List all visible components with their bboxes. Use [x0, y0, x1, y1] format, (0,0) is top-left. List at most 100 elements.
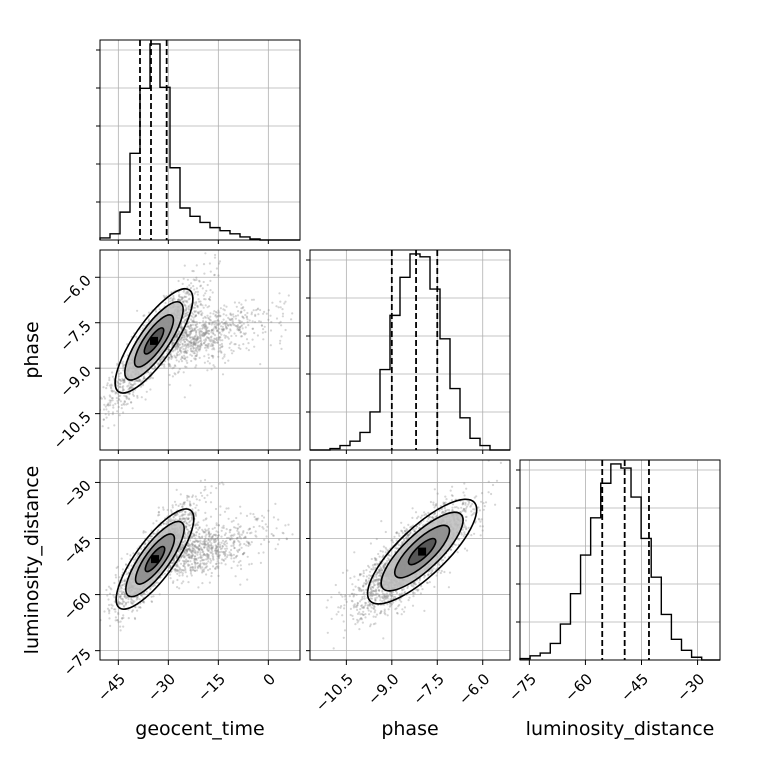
- sample-point: [123, 378, 126, 381]
- sample-point: [280, 324, 283, 327]
- sample-point: [260, 324, 263, 327]
- sample-point: [180, 555, 184, 558]
- sample-point: [202, 540, 205, 543]
- sample-point: [123, 394, 126, 397]
- sample-point: [242, 306, 245, 309]
- sample-point: [166, 520, 169, 523]
- sample-point: [302, 552, 304, 554]
- sample-point: [189, 549, 192, 552]
- sample-point: [257, 307, 260, 310]
- sample-point: [201, 327, 204, 330]
- sample-point: [209, 312, 212, 315]
- sample-point: [196, 344, 199, 347]
- histogram-luminosity_distance: [516, 459, 721, 661]
- sample-point: [186, 575, 189, 578]
- sample-point: [180, 326, 183, 330]
- sample-point: [167, 363, 170, 366]
- sample-point: [117, 397, 120, 400]
- sample-point: [240, 324, 244, 327]
- sample-point: [208, 305, 211, 308]
- sample-point: [259, 320, 262, 323]
- samples: [325, 460, 502, 650]
- sample-point: [206, 336, 210, 339]
- sample-point: [130, 602, 133, 605]
- sample-point: [203, 355, 206, 358]
- sample-point: [194, 511, 197, 514]
- sample-point: [216, 545, 219, 549]
- sample-point: [229, 534, 232, 538]
- sample-point: [191, 337, 195, 340]
- sample-point: [121, 597, 124, 601]
- sample-point: [198, 333, 201, 336]
- sample-point: [118, 398, 121, 401]
- sample-point: [120, 403, 123, 407]
- sample-point: [217, 355, 220, 358]
- sample-point: [196, 540, 199, 543]
- sample-point: [134, 382, 137, 385]
- sample-point: [202, 570, 205, 573]
- sample-point: [135, 335, 138, 338]
- sample-point: [240, 546, 243, 549]
- sample-point: [125, 573, 128, 576]
- sample-point: [190, 341, 193, 344]
- sample-point: [228, 553, 231, 557]
- sample-point: [238, 540, 241, 544]
- sample-point: [176, 354, 179, 357]
- sample-point: [199, 338, 202, 341]
- sample-point: [138, 598, 141, 601]
- sample-point: [221, 545, 224, 548]
- sample-point: [192, 547, 195, 550]
- sample-point: [199, 339, 202, 342]
- sample-point: [214, 253, 217, 257]
- sample-point: [150, 600, 153, 603]
- sample-point: [186, 532, 190, 536]
- sample-point: [202, 323, 205, 326]
- sample-point: [214, 547, 217, 550]
- sample-point: [257, 517, 260, 520]
- sample-point: [176, 513, 179, 516]
- sample-point: [207, 541, 210, 545]
- sample-point: [211, 348, 214, 351]
- sample-point: [204, 332, 207, 335]
- sample-point: [197, 535, 200, 538]
- sample-point: [196, 551, 199, 554]
- sample-point: [261, 526, 264, 529]
- sample-point: [206, 556, 209, 559]
- sample-point: [116, 362, 119, 365]
- sample-point: [203, 342, 206, 345]
- sample-point: [133, 616, 136, 620]
- sample-point: [216, 318, 219, 321]
- sample-point: [217, 555, 220, 558]
- sample-point: [118, 378, 121, 381]
- sample-point: [187, 306, 190, 309]
- panel-frame: [99, 459, 301, 661]
- sample-point: [223, 554, 227, 557]
- sample-point: [188, 334, 191, 337]
- sample-point: [131, 386, 134, 389]
- sample-point: [222, 308, 225, 311]
- sample-point: [220, 333, 223, 336]
- sample-point: [198, 327, 202, 330]
- sample-point: [220, 535, 223, 538]
- sample-point: [175, 345, 178, 348]
- sample-point: [114, 392, 117, 395]
- sample-point: [191, 547, 194, 550]
- sample-point: [291, 312, 294, 315]
- sample-point: [182, 300, 185, 303]
- sample-point: [196, 524, 199, 527]
- sample-point: [184, 571, 187, 574]
- sample-point: [193, 279, 196, 282]
- sample-point: [242, 317, 245, 320]
- sample-point: [187, 530, 190, 533]
- sample-point: [189, 520, 192, 523]
- sample-point: [203, 562, 206, 565]
- sample-point: [222, 328, 225, 331]
- sample-point: [196, 290, 199, 293]
- sample-point: [193, 555, 196, 558]
- sample-point: [205, 540, 208, 543]
- sample-point: [220, 550, 223, 553]
- sample-point: [111, 397, 114, 400]
- sample-point: [184, 300, 188, 303]
- sample-point: [226, 327, 229, 330]
- sample-point: [189, 548, 192, 551]
